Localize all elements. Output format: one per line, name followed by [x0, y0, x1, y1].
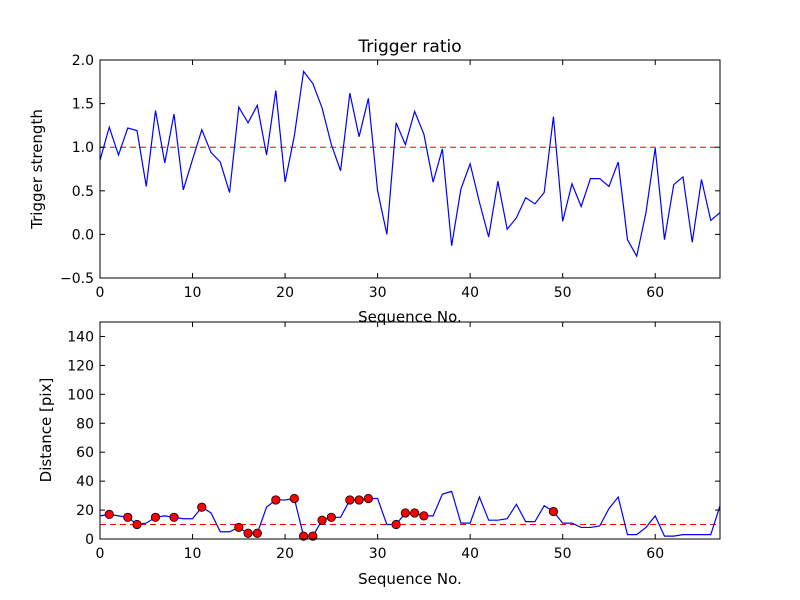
top-plot-frame — [99, 59, 721, 279]
top-x-ticks: 0 10 20 30 40 50 60 — [96, 60, 664, 301]
bottom-x-axis-label: Sequence No. — [358, 570, 462, 588]
data-point-marker-35 — [419, 511, 429, 521]
top-series-layer — [100, 69, 720, 258]
top-x-tick-label-30: 30 — [369, 285, 387, 301]
top-series-line — [100, 69, 720, 258]
bottom-x-tick-label-50: 50 — [554, 546, 572, 562]
bottom-x-tick-label-0: 0 — [96, 546, 105, 562]
top-x-tick-label-40: 40 — [461, 285, 479, 301]
data-point-marker-22 — [298, 531, 309, 541]
top-x-tick-label-0: 0 — [96, 285, 105, 301]
top-y-tick-label-1: 0.0 — [72, 227, 94, 243]
bottom-x-tick-label-20: 20 — [276, 546, 294, 562]
data-point-marker-19 — [271, 495, 281, 505]
bottom-y-tick-label-6: 120 — [67, 358, 94, 374]
data-point-marker-27 — [345, 495, 355, 505]
bottom-y-tick-label-4: 80 — [76, 416, 94, 432]
data-point-marker-21 — [289, 493, 299, 504]
data-point-marker-49 — [548, 506, 559, 517]
bottom-x-tick-label-60: 60 — [646, 546, 664, 562]
top-x-tick-label-20: 20 — [276, 285, 294, 301]
data-point-marker-29 — [363, 493, 373, 504]
top-y-tick-label-4: 1.5 — [72, 97, 94, 113]
top-y-axis-label: Trigger strength — [28, 109, 46, 230]
data-point-marker-34 — [410, 508, 420, 518]
data-point-marker-33 — [400, 508, 410, 518]
bottom-y-axis-label: Distance [pix] — [37, 378, 55, 483]
bottom-y-tick-label-1: 20 — [76, 503, 94, 519]
data-point-marker-24 — [317, 515, 327, 525]
trigger-ratio-axes: 0 10 20 30 40 50 60 −0.5 0.0 0.5 1.0 1.5 2.0 Trigge… — [28, 37, 721, 326]
top-x-tick-label-50: 50 — [554, 285, 572, 301]
top-x-tick-label-60: 60 — [646, 285, 664, 301]
top-y-ticks: −0.5 0.0 0.5 1.0 1.5 2.0 — [60, 53, 720, 287]
bottom-marker-layer — [104, 493, 559, 541]
bottom-threshold-layer — [100, 322, 720, 526]
data-point-marker-15 — [234, 522, 244, 533]
bottom-y-tick-label-3: 60 — [76, 445, 94, 461]
top-y-tick-label-5: 2.0 — [72, 53, 94, 69]
data-point-marker-1 — [104, 509, 114, 520]
data-point-marker-23 — [308, 531, 318, 541]
data-point-marker-25 — [326, 512, 336, 522]
data-point-marker-3 — [123, 512, 133, 522]
data-point-marker-17 — [252, 528, 262, 538]
top-x-tick-label-10: 10 — [184, 285, 202, 301]
top-y-tick-label-3: 1.0 — [72, 140, 94, 156]
chart-title: Trigger ratio — [357, 37, 461, 57]
bottom-x-tick-label-30: 30 — [369, 546, 387, 562]
bottom-x-ticks: 0 10 20 30 40 50 60 — [96, 322, 664, 562]
top-y-tick-label-0: −0.5 — [60, 271, 94, 287]
top-x-axis-label: Sequence No. — [358, 308, 462, 326]
bottom-x-tick-label-40: 40 — [461, 546, 479, 562]
data-point-marker-28 — [354, 495, 364, 505]
top-y-tick-label-2: 0.5 — [72, 184, 94, 200]
data-point-marker-32 — [391, 519, 401, 530]
bottom-y-tick-label-5: 100 — [67, 387, 94, 403]
bottom-y-ticks: 0 20 40 60 80 100 120 140 — [67, 329, 720, 548]
data-point-marker-4 — [132, 519, 142, 530]
bottom-plot-frame — [99, 321, 721, 540]
bottom-y-tick-label-7: 140 — [67, 329, 94, 345]
bottom-y-tick-label-2: 40 — [76, 474, 94, 490]
bottom-x-tick-label-10: 10 — [184, 546, 202, 562]
data-point-marker-16 — [243, 528, 253, 538]
distance-axes: 0 10 20 30 40 50 60 0 20 40 60 80 100 120 140 Sequenc… — [37, 321, 721, 588]
data-point-marker-6 — [150, 512, 161, 522]
bottom-y-tick-label-0: 0 — [85, 532, 94, 548]
data-point-marker-11 — [197, 502, 207, 512]
data-point-marker-8 — [169, 512, 179, 522]
